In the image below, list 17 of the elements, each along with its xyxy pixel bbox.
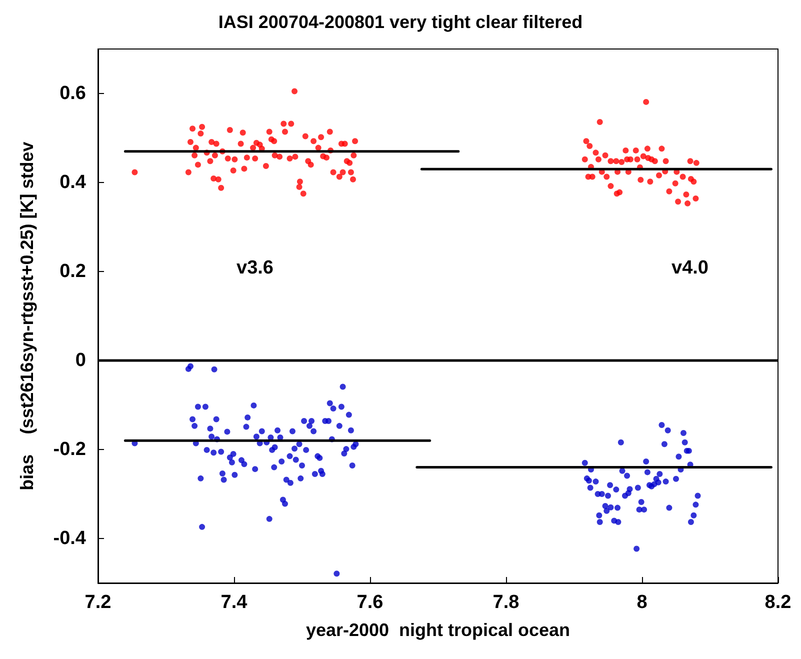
y-tick-label: 0.2 [60,261,86,282]
annotation: v4.0 [672,258,708,278]
x-tick-label: 7.8 [492,592,520,613]
annotation: v3.6 [236,258,274,278]
y-tick-label: 0.6 [60,83,86,104]
x-tick-label: 7.6 [356,592,384,613]
x-tick-label: 8.2 [764,592,792,613]
y-tick-label: -0.2 [53,439,86,460]
x-tick-label: 7.4 [220,592,248,613]
y-tick-label: 0.4 [60,172,86,193]
chart-title: IASI 200704-200801 very tight clear filtered [218,12,583,32]
x-tick-label: 8 [636,592,648,613]
x-axis-title: year-2000 night tropical ocean [306,620,570,640]
y-tick-label: -0.4 [53,528,86,549]
y-axis-title: bias (sst2616syn-rtgsst+0.25) [K] stdev [17,142,37,490]
x-tick-label: 7.2 [84,592,112,613]
y-tick-label: 0 [75,350,86,371]
